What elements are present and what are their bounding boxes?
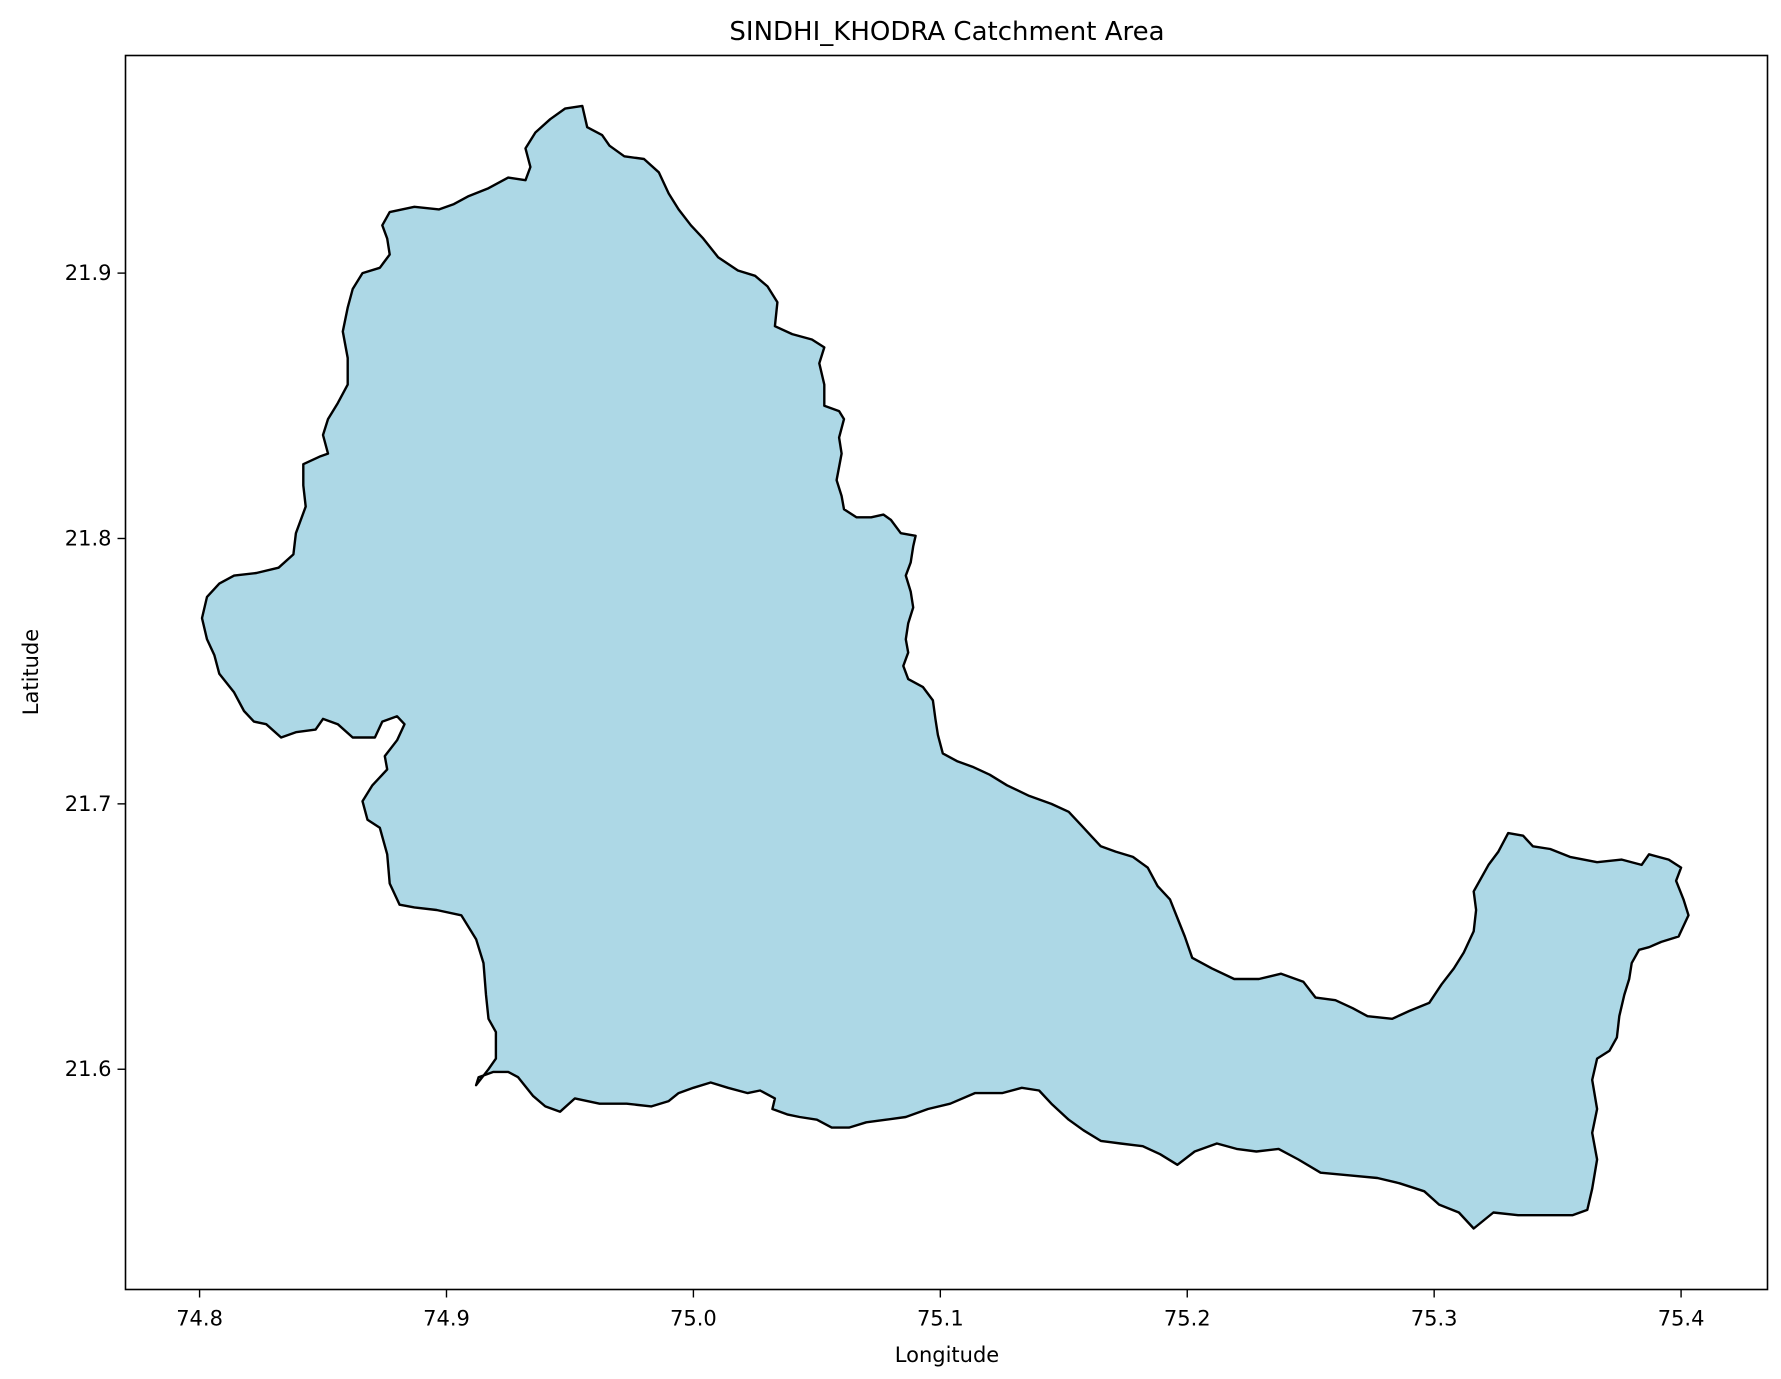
- y-tick-label: 21.7: [65, 792, 112, 816]
- y-axis: 21.6 21.7 21.8 21.9: [65, 261, 126, 1081]
- x-tick-label: 75.1: [917, 1307, 964, 1331]
- y-tick-label: 21.6: [65, 1057, 112, 1081]
- plot-area: [200, 104, 1690, 1230]
- x-axis-label: Longitude: [895, 1343, 999, 1367]
- chart-title: SINDHI_KHODRA Catchment Area: [729, 17, 1164, 47]
- x-tick-label: 74.8: [176, 1307, 223, 1331]
- axes-frame: [124, 54, 1769, 1291]
- y-axis-label: Latitude: [19, 629, 43, 715]
- y-tick-label: 21.8: [65, 526, 112, 550]
- x-tick-label: 75.0: [670, 1307, 717, 1331]
- x-tick-label: 75.2: [1164, 1307, 1211, 1331]
- x-axis: 74.8 74.9 75.0 75.1 75.2 75.3 75.4: [176, 1289, 1705, 1331]
- x-tick-label: 75.4: [1658, 1307, 1705, 1331]
- catchment-polygon: [200, 104, 1690, 1230]
- x-tick-label: 75.3: [1411, 1307, 1458, 1331]
- y-tick-label: 21.9: [65, 261, 112, 285]
- x-tick-label: 74.9: [423, 1307, 470, 1331]
